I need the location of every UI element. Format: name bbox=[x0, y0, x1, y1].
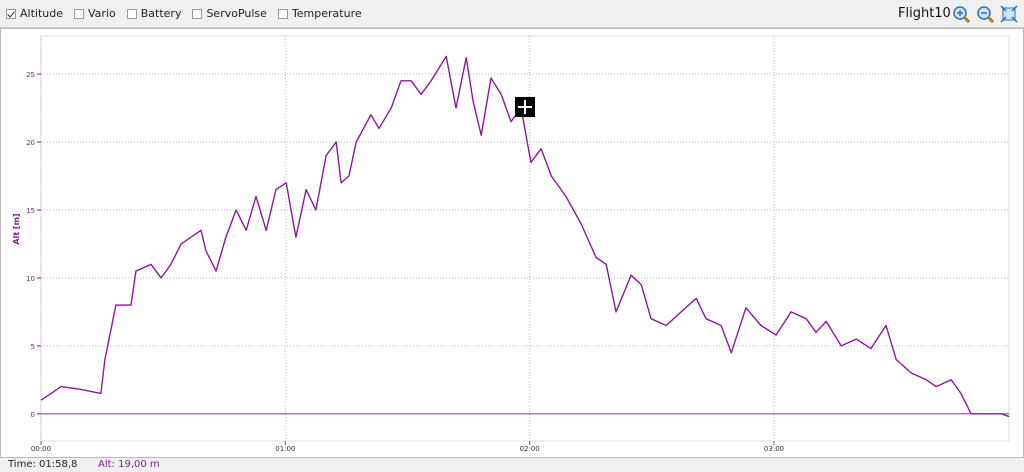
flight-name: Flight10 bbox=[898, 6, 951, 21]
altitude-line bbox=[40, 55, 1010, 418]
y-tick-label: 20 bbox=[26, 139, 35, 147]
checkbox[interactable] bbox=[192, 8, 203, 19]
series-toggle[interactable]: ServoPulse bbox=[192, 7, 267, 20]
status-bar: Time: 01:58,8 Alt: 19,00 m bbox=[0, 458, 1024, 472]
checkbox[interactable] bbox=[6, 8, 16, 19]
chart: Alt [m] 0 5 10 15 20 25 00:00 01:00 02:00 03:00 bbox=[12, 35, 1010, 453]
series-toggle[interactable]: Altitude bbox=[6, 7, 63, 20]
x-tick-label: 03:00 bbox=[764, 445, 784, 453]
checkbox-label: ServoPulse bbox=[206, 7, 267, 20]
y-tick-label: 15 bbox=[26, 207, 35, 215]
checkbox[interactable] bbox=[74, 8, 84, 19]
y-tick-label: 10 bbox=[26, 275, 35, 283]
checkbox-label: Battery bbox=[140, 7, 182, 20]
x-tick-label: 01:00 bbox=[275, 445, 295, 453]
toolbar: Altitude Vario Battery ServoPulse Temperatur… bbox=[0, 0, 1024, 28]
cursor bbox=[515, 97, 535, 117]
series-toggle[interactable]: Vario bbox=[74, 7, 116, 20]
series-toggle[interactable]: Temperature bbox=[277, 7, 362, 20]
y-tick-label: 25 bbox=[26, 71, 35, 79]
checkbox-label: Vario bbox=[88, 7, 116, 20]
zoom-in[interactable] bbox=[952, 5, 970, 23]
status-time: Time: 01:58,8 bbox=[8, 459, 78, 470]
zoom-out[interactable] bbox=[976, 5, 994, 23]
x-tick-label: 02:00 bbox=[520, 445, 540, 453]
y-tick-label: 5 bbox=[31, 343, 35, 351]
plot-frame bbox=[40, 35, 1010, 442]
chart-panel: Alt [m] 0 5 10 15 20 25 00:00 01:00 02:00 03:00 bbox=[0, 28, 1024, 458]
checkbox[interactable] bbox=[277, 8, 288, 19]
y-axis-label: Alt [m] bbox=[12, 213, 21, 244]
y-tick-label: 0 bbox=[31, 411, 35, 419]
zoom-fit[interactable] bbox=[1000, 5, 1018, 23]
series-toggles: Altitude Vario Battery ServoPulse Temperatur… bbox=[6, 7, 362, 20]
x-tick-label: 00:00 bbox=[31, 445, 51, 453]
checkbox-label: Temperature bbox=[291, 7, 362, 20]
status-alt: Alt: 19,00 m bbox=[98, 459, 160, 470]
checkbox[interactable] bbox=[126, 8, 137, 19]
series-toggle[interactable]: Battery bbox=[126, 7, 182, 20]
checkbox-label: Altitude bbox=[20, 7, 63, 20]
